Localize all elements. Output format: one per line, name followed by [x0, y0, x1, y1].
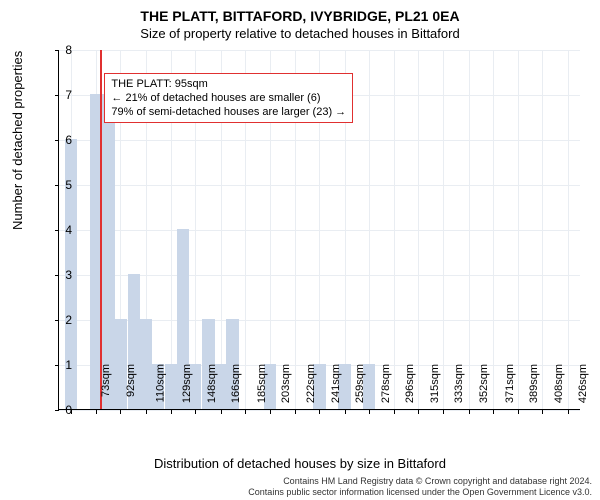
- histogram-bar: [165, 364, 177, 409]
- xtick-mark: [96, 410, 97, 414]
- xtick-mark: [195, 410, 196, 414]
- grid-v: [369, 50, 370, 409]
- xtick-mark: [369, 410, 370, 414]
- xtick-mark: [171, 410, 172, 414]
- xtick-mark: [221, 410, 222, 414]
- grid-v: [518, 50, 519, 409]
- xtick-mark: [493, 410, 494, 414]
- ytick-label: 6: [52, 133, 72, 147]
- xtick-label: 73sqm: [100, 364, 112, 397]
- y-axis-label: Number of detached properties: [10, 51, 25, 230]
- ytick-label: 8: [52, 43, 72, 57]
- ytick-label: 0: [52, 403, 72, 417]
- chart-title: THE PLATT, BITTAFORD, IVYBRIDGE, PL21 0E…: [0, 0, 600, 24]
- grid-v: [418, 50, 419, 409]
- histogram-bar: [102, 94, 114, 409]
- xtick-label: 259sqm: [354, 364, 366, 403]
- xtick-label: 129sqm: [181, 364, 193, 403]
- histogram-bar: [140, 319, 152, 409]
- ytick-label: 3: [52, 268, 72, 282]
- xtick-mark: [518, 410, 519, 414]
- annotation-line: 79% of semi-detached houses are larger (…: [111, 105, 346, 119]
- x-axis-label: Distribution of detached houses by size …: [0, 456, 600, 471]
- chart-subtitle: Size of property relative to detached ho…: [0, 24, 600, 41]
- annotation-line: ← 21% of detached houses are smaller (6): [111, 91, 346, 105]
- ytick-label: 5: [52, 178, 72, 192]
- chart-container: THE PLATT, BITTAFORD, IVYBRIDGE, PL21 0E…: [0, 0, 600, 500]
- reference-line: [100, 50, 102, 409]
- annotation-box: THE PLATT: 95sqm← 21% of detached houses…: [104, 73, 353, 124]
- xtick-mark: [418, 410, 419, 414]
- xtick-mark: [245, 410, 246, 414]
- xtick-mark: [568, 410, 569, 414]
- xtick-label: 408sqm: [553, 364, 565, 403]
- xtick-mark: [443, 410, 444, 414]
- xtick-mark: [319, 410, 320, 414]
- xtick-mark: [295, 410, 296, 414]
- grid-v: [394, 50, 395, 409]
- chart-area: THE PLATT: 95sqm← 21% of detached houses…: [58, 50, 580, 410]
- xtick-label: 426sqm: [577, 364, 589, 403]
- xtick-label: 241sqm: [330, 364, 342, 403]
- ytick-label: 7: [52, 88, 72, 102]
- grid-v: [469, 50, 470, 409]
- xtick-label: 278sqm: [380, 364, 392, 403]
- xtick-label: 296sqm: [404, 364, 416, 403]
- footnote: Contains HM Land Registry data © Crown c…: [248, 476, 592, 498]
- xtick-label: 203sqm: [280, 364, 292, 403]
- xtick-mark: [146, 410, 147, 414]
- xtick-label: 148sqm: [206, 364, 218, 403]
- xtick-mark: [394, 410, 395, 414]
- ytick-label: 4: [52, 223, 72, 237]
- xtick-label: 222sqm: [305, 364, 317, 403]
- xtick-mark: [345, 410, 346, 414]
- xtick-mark: [469, 410, 470, 414]
- xtick-mark: [120, 410, 121, 414]
- ytick-label: 1: [52, 358, 72, 372]
- plot-area: THE PLATT: 95sqm← 21% of detached houses…: [58, 50, 580, 410]
- grid-v: [443, 50, 444, 409]
- xtick-label: 110sqm: [155, 364, 167, 402]
- xtick-label: 389sqm: [528, 364, 540, 403]
- footnote-line2: Contains public sector information licen…: [248, 487, 592, 498]
- xtick-mark: [542, 410, 543, 414]
- xtick-label: 352sqm: [479, 364, 491, 403]
- grid-v: [493, 50, 494, 409]
- xtick-label: 92sqm: [125, 364, 137, 397]
- xtick-mark: [270, 410, 271, 414]
- ytick-label: 2: [52, 313, 72, 327]
- annotation-line: THE PLATT: 95sqm: [111, 77, 346, 91]
- footnote-line1: Contains HM Land Registry data © Crown c…: [248, 476, 592, 487]
- grid-v: [568, 50, 569, 409]
- xtick-label: 166sqm: [230, 364, 242, 403]
- xtick-label: 333sqm: [453, 364, 465, 403]
- xtick-label: 371sqm: [504, 364, 516, 403]
- xtick-label: 315sqm: [429, 364, 441, 403]
- xtick-label: 185sqm: [256, 364, 268, 403]
- grid-v: [542, 50, 543, 409]
